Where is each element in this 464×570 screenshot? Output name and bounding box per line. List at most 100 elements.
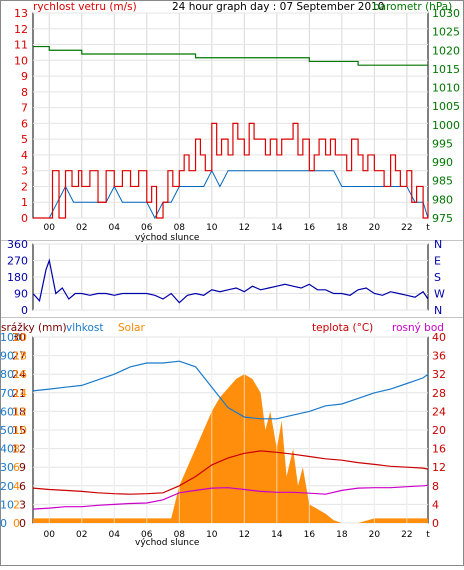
solar-tick-label: 4 — [13, 480, 20, 493]
solar-tick-label: 16 — [13, 368, 27, 381]
temperature-tick-label: 20 — [432, 424, 446, 437]
pressure-tick-label: 975 — [432, 212, 453, 225]
x-tick-label: 08 — [174, 223, 186, 233]
wind-speed-tick-label: 10 — [14, 54, 28, 67]
legend-item: rosný bod — [392, 322, 444, 334]
humidity-tick-label: 70 — [0, 387, 14, 400]
x-end-label: t — [426, 530, 430, 540]
x-tick-label: 14 — [271, 223, 283, 233]
wind-direction-gridlines — [33, 243, 428, 311]
x-tick-label: 12 — [239, 223, 250, 233]
temperature-tick-label: 28 — [432, 387, 446, 400]
temperature-tick-label: 8 — [432, 480, 439, 493]
wind-speed-tick-label: 1 — [21, 196, 28, 209]
x-tick-label: 18 — [336, 530, 348, 540]
rain-tick-label: 24 — [12, 368, 26, 381]
pressure-tick-label: 1000 — [432, 119, 460, 132]
wind-direction-series — [32, 258, 429, 304]
direction-tick-label: 270 — [7, 255, 28, 268]
temperature-tick-label: 0 — [432, 517, 439, 530]
wind-speed-tick-label: 2 — [21, 180, 28, 193]
humidity-tick-label: 20 — [0, 480, 14, 493]
solar-tick-label: 6 — [13, 461, 20, 474]
humidity-tick-label: 10 — [0, 498, 14, 511]
wind-speed-tick-label: 13 — [14, 7, 28, 20]
direction-tick-label: 0 — [21, 304, 28, 317]
humidity-tick-label: 80 — [0, 368, 14, 381]
wind-pressure-series — [33, 45, 429, 220]
direction-tick-label: 360 — [7, 238, 28, 251]
x-tick-label: 14 — [271, 530, 283, 540]
pressure-tick-label: 1005 — [432, 100, 460, 113]
humidity-tick-label: 60 — [0, 405, 14, 418]
humidity-tick-label: 90 — [0, 350, 14, 363]
pressure-tick-label: 990 — [432, 156, 453, 169]
x-tick-label: 04 — [109, 223, 121, 233]
wind-speed-tick-label: 11 — [14, 39, 28, 52]
pressure-line — [33, 45, 428, 66]
humidity-tick-label: 0 — [0, 517, 7, 530]
humidity-tick-label: 100 — [0, 331, 21, 344]
chart-title: 24 hour graph day : 07 September 2010 — [172, 1, 384, 13]
wind-speed-tick-label: 9 — [21, 70, 28, 83]
humidity-line — [32, 360, 429, 420]
wind-direction-line — [32, 258, 429, 304]
weather-series — [32, 337, 429, 523]
x-tick-label: 06 — [141, 530, 153, 540]
x-tick-label: 16 — [304, 530, 316, 540]
rain-tick-label: 3 — [19, 498, 26, 511]
dew-point-line — [32, 484, 429, 510]
direction-tick-label: 90 — [14, 288, 28, 301]
wind-speed-tick-label: 8 — [21, 86, 28, 99]
wind-speed-tick-label: 5 — [21, 133, 28, 146]
panel3-legend: srážky (mm) vlhkost Solar teplota (°C) rosný… — [1, 322, 444, 334]
x-tick-label: 00 — [44, 223, 56, 233]
rain-tick-label: 6 — [19, 480, 26, 493]
x-tick-label: 16 — [304, 223, 316, 233]
x-end-label: t — [426, 223, 430, 233]
x-tick-label: 20 — [369, 223, 381, 233]
legend-item: teplota (°C) — [312, 322, 373, 334]
pressure-tick-label: 985 — [432, 175, 453, 188]
pressure-tick-label: 1020 — [432, 44, 460, 57]
humidity-tick-label: 30 — [0, 461, 14, 474]
pressure-tick-label: 1010 — [432, 82, 460, 95]
compass-label: N — [434, 238, 442, 251]
compass-label: E — [434, 255, 441, 268]
solar-tick-label: 2 — [13, 498, 20, 511]
rain-tick-label: 15 — [12, 424, 26, 437]
rain-tick-label: 27 — [12, 350, 26, 363]
x-tick-label: 12 — [239, 530, 250, 540]
wind-speed-tick-label: 7 — [21, 102, 28, 115]
pressure-tick-label: 995 — [432, 137, 453, 150]
rain-tick-label: 21 — [12, 387, 26, 400]
x-tick-label: 20 — [369, 530, 381, 540]
compass-label: N — [434, 304, 442, 317]
sunrise-label-bottom: východ slunce — [135, 538, 200, 548]
x-tick-label: 02 — [76, 530, 87, 540]
x-tick-label: 06 — [141, 223, 153, 233]
temperature-line — [32, 450, 429, 495]
panel-divider-2 — [0, 317, 464, 318]
temperature-tick-label: 40 — [432, 331, 446, 344]
x-tick-label: 18 — [336, 223, 348, 233]
temperature-tick-label: 32 — [432, 368, 446, 381]
solar-tick-label: 12 — [13, 405, 27, 418]
humidity-tick-label: 40 — [0, 443, 14, 456]
pressure-tick-label: 1025 — [432, 26, 460, 39]
rain-tick-label: 0 — [19, 517, 26, 530]
solar-tick-label: 18 — [13, 350, 27, 363]
wind-speed-tick-label: 0 — [21, 212, 28, 225]
x-tick-label: 00 — [44, 530, 56, 540]
wind-speed-tick-label: 4 — [21, 149, 28, 162]
solar-tick-label: 14 — [13, 387, 27, 400]
pressure-tick-label: 980 — [432, 193, 453, 206]
wind-speed-tick-label: 6 — [21, 117, 28, 130]
compass-label: W — [434, 288, 445, 301]
x-tick-label: 22 — [401, 530, 412, 540]
wind-speed-line — [33, 122, 429, 219]
